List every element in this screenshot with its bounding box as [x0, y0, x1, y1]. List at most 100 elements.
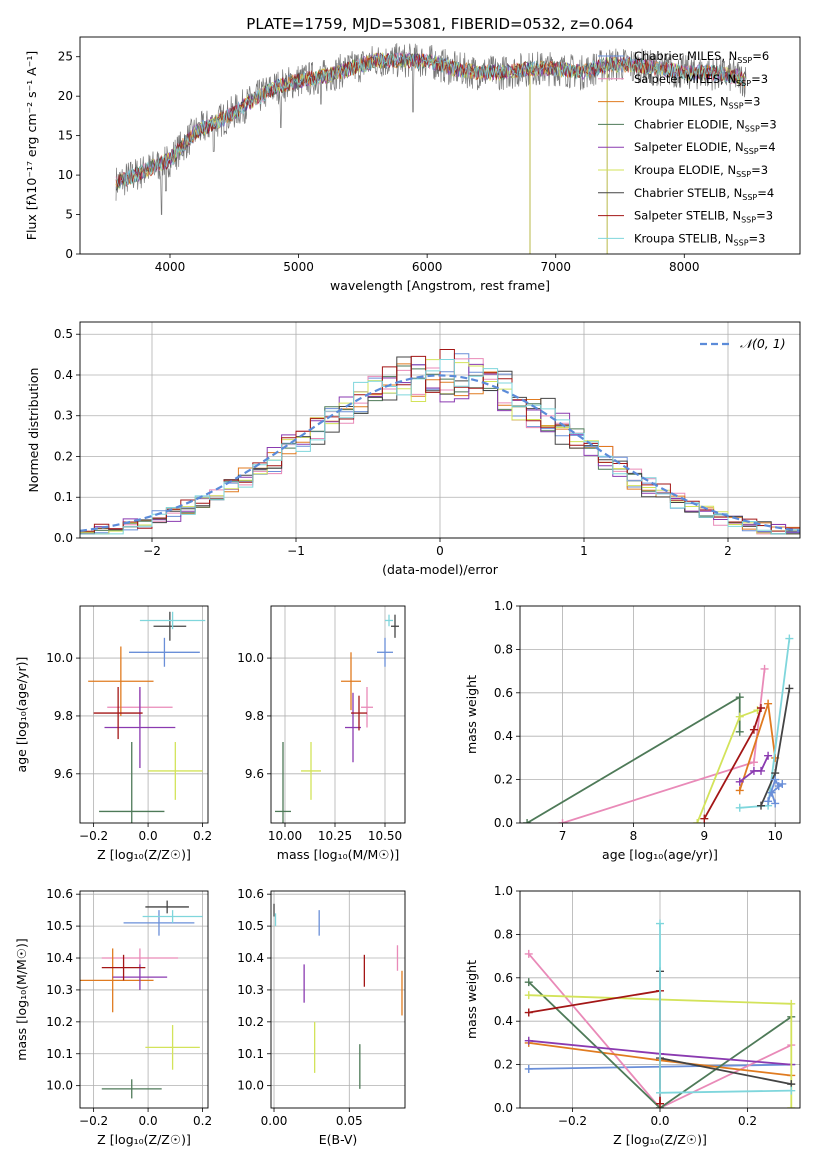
y-tick-label: 0.8 — [494, 642, 513, 656]
y-axis-label: Normed distribution — [26, 368, 41, 493]
model-spectrum-chabrier-stelib — [115, 52, 746, 191]
x-tick-label: 7000 — [540, 260, 571, 274]
legend-nssp: =4 — [759, 140, 776, 154]
x-tick-label: 6000 — [412, 260, 443, 274]
legend-subscript: SSP — [734, 238, 749, 247]
weight_vs_age-plot-area — [523, 634, 794, 823]
series-chabrier-miles — [764, 775, 787, 808]
spectrum-panel: 4000 5000 6000 7000 8000 0 5 10 15 20 25 wavelength… — [24, 36, 801, 293]
y-axis-label: mass weight — [464, 960, 479, 1039]
series-line — [528, 981, 792, 1108]
y-tick-label: 10.6 — [46, 887, 73, 901]
y-tick-label: 10.0 — [237, 1079, 264, 1093]
x-tick-label: −0.2 — [79, 1114, 108, 1128]
y-tick-label: 10.1 — [237, 1047, 264, 1061]
x-tick-label: 10.00 — [268, 829, 302, 843]
figure-title: PLATE=1759, MJD=53081, FIBERID=0532, z=0… — [246, 15, 633, 33]
series-marker — [771, 799, 780, 808]
series-marker — [764, 797, 773, 806]
spectrum-legend: Chabrier MILES, NSSP=6 Salpeter MILES, NS… — [598, 49, 777, 247]
y-tick-label: 10.0 — [46, 1079, 73, 1093]
y-tick-label: 0.4 — [54, 368, 73, 382]
point-kroupa-miles — [341, 652, 361, 711]
series-marker — [735, 786, 744, 795]
legend-nssp: =6 — [752, 49, 769, 63]
legend-subscript: SSP — [745, 124, 760, 133]
point-kroupa-stelib — [139, 611, 206, 630]
x-tick-label: 7 — [559, 829, 567, 843]
legend-subscript: SSP — [729, 102, 744, 111]
axes-frame — [270, 890, 406, 1109]
x-axis-label: age [log₁₀(age/yr)] — [602, 847, 718, 862]
point-salpeter-elodie — [104, 687, 176, 769]
series-kroupa-miles — [735, 699, 780, 795]
legend-subscript: SSP — [744, 147, 759, 156]
point-kroupa-elodie — [145, 1025, 200, 1070]
spectrum-plot-area — [115, 43, 747, 254]
series-marker — [700, 814, 709, 823]
series-marker — [749, 758, 758, 767]
point-chabrier-elodie — [101, 1079, 162, 1099]
series-marker — [735, 777, 744, 786]
y-tick-label: 10.1 — [46, 1047, 73, 1061]
age_vs_mass-panel: 10.00 10.25 10.50 9.6 9.8 10.0 mass [log₁₀(M/M… — [237, 605, 406, 862]
series-marker — [757, 703, 766, 712]
model-spectrum-kroupa-stelib — [115, 52, 746, 189]
mass_vs_Z-plot-area — [80, 900, 203, 1099]
legend-entry: 𝒩(0, 1) — [740, 336, 786, 351]
legend-entry: Chabrier MILES, NSSP=6 — [634, 49, 769, 65]
x-tick-label: 0.0 — [139, 829, 158, 843]
series-marker — [558, 819, 567, 823]
legend-nssp: =4 — [757, 186, 774, 200]
point-chabrier-stelib — [391, 614, 399, 638]
mass_vs_Z-panel: −0.2 0.0 0.2 10.0 10.1 10.2 10.3 10.4 10.5 10.6 Z … — [14, 887, 212, 1147]
y-tick-label: 0.2 — [494, 1058, 513, 1072]
series-marker — [524, 1008, 533, 1017]
point-kroupa-stelib — [385, 614, 393, 627]
series-marker — [787, 1104, 796, 1108]
y-tick-label: 10.5 — [237, 919, 264, 933]
legend-entry: Kroupa ELODIE, NSSP=3 — [634, 163, 768, 179]
y-tick-label: 10.6 — [237, 887, 264, 901]
point-kroupa-miles — [88, 646, 154, 716]
y-tick-label: 10.3 — [46, 983, 73, 997]
x-tick-label: 0.2 — [193, 829, 212, 843]
legend-nssp: =3 — [751, 163, 768, 177]
x-tick-label: 0.2 — [193, 1114, 212, 1128]
residual-histogram-kroupa-stelib — [80, 359, 800, 535]
point-chabrier-miles — [123, 910, 195, 936]
series-marker — [767, 788, 776, 797]
age_vs_Z-plot-area — [88, 611, 206, 823]
series-kroupa-elodie — [693, 706, 762, 823]
x-axis-label: (data-model)/error — [382, 562, 499, 577]
point-chabrier-elodie — [275, 741, 291, 823]
legend-entry: Salpeter MILES, NSSP=3 — [634, 72, 768, 88]
legend-entry: Kroupa STELIB, NSSP=3 — [634, 231, 765, 247]
y-tick-label: 9.8 — [54, 709, 73, 723]
mass_vs_ebv-panel: 0.00 0.05 10.0 10.1 10.2 10.3 10.4 10.5 10.6 E(B-… — [237, 887, 406, 1147]
x-tick-label: 10.50 — [368, 829, 402, 843]
x-axis-label: wavelength [Angstrom, rest frame] — [330, 278, 550, 293]
legend-subscript: SSP — [741, 216, 756, 225]
y-tick-label: 0.6 — [494, 686, 513, 700]
y-axis-label: mass weight — [464, 675, 479, 754]
x-tick-label: 0.2 — [738, 1114, 757, 1128]
y-tick-label: 1.0 — [494, 884, 513, 898]
x-tick-label: 1 — [580, 544, 588, 558]
series-marker — [787, 1086, 796, 1095]
x-tick-label: 5000 — [283, 260, 314, 274]
y-tick-label: 10 — [58, 168, 73, 182]
age_vs_Z-panel: −0.2 0.0 0.2 9.6 9.8 10.0 Z [log₁₀(Z/Z☉)] age [… — [14, 605, 212, 862]
y-tick-label: 10.2 — [46, 1015, 73, 1029]
point-salpeter-elodie — [112, 964, 168, 990]
y-tick-label: 0.3 — [54, 409, 73, 423]
legend-nssp: =3 — [760, 117, 777, 131]
x-tick-label: 9 — [700, 829, 708, 843]
series-marker — [656, 919, 664, 928]
y-tick-label: 25 — [58, 50, 73, 64]
y-tick-label: 10.0 — [237, 651, 264, 665]
series-marker — [785, 684, 794, 693]
axes-frame — [270, 605, 406, 824]
y-tick-label: 5 — [65, 208, 73, 222]
